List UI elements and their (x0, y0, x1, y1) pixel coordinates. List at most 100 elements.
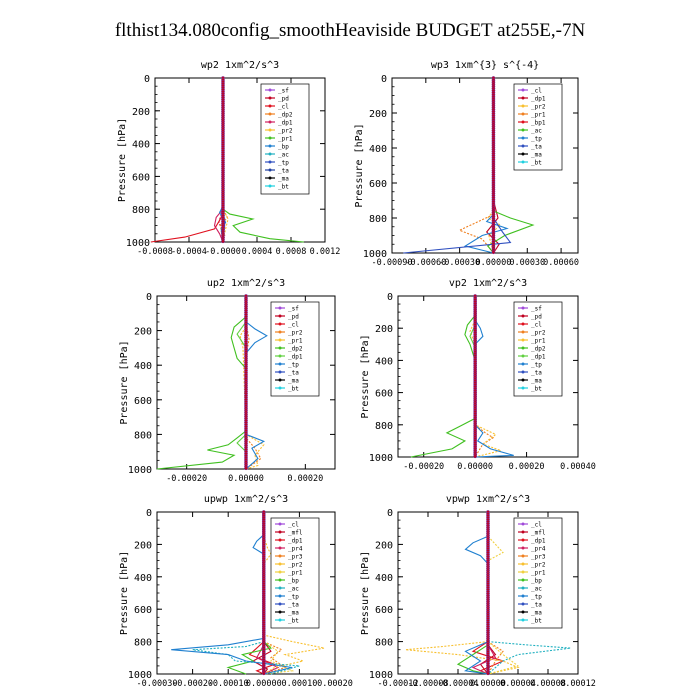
y-tick-label: 0 (381, 74, 387, 85)
profile-marker (221, 239, 225, 244)
y-tick-label: 1000 (126, 238, 150, 249)
x-tick-label: -0.0000 (205, 247, 241, 257)
legend-marker (268, 104, 272, 108)
y-tick-label: 600 (134, 605, 152, 616)
x-tick-label: -0.00020 (172, 679, 213, 689)
legend-label: _pr1 (278, 136, 293, 143)
legend-marker (521, 322, 525, 326)
x-tick-label: 0.00008 (530, 679, 566, 689)
x-tick-label: -0.00030 (439, 258, 480, 268)
legend-marker (521, 554, 525, 558)
series-line (263, 512, 295, 675)
legend-label: _ma (531, 378, 542, 385)
legend-marker (521, 546, 525, 550)
legend-label: _pr1 (531, 570, 546, 577)
legend-marker (521, 120, 525, 124)
profile-marker (473, 454, 477, 459)
legend-marker (521, 594, 525, 598)
y-tick-label: 800 (134, 430, 152, 441)
x-tick-label: 0.00000 (457, 462, 493, 472)
y-tick-label: 800 (132, 205, 150, 216)
legend-label: _dp1 (288, 538, 303, 545)
legend-marker (278, 538, 282, 542)
chart-panel-2: wp3 1xm^{3} s^{-4} Pressure [hPa] 0 200 400 6… (354, 60, 579, 268)
legend-marker (521, 618, 525, 622)
legend-label: _dp1 (531, 538, 546, 545)
legend-label: _dp2 (531, 346, 546, 353)
legend-marker (268, 152, 272, 156)
legend-label: _tp (531, 136, 542, 143)
chart-title: vp2 1xm^2/s^3 (449, 278, 527, 289)
legend-marker (268, 136, 272, 140)
legend-label: _pr2 (531, 330, 546, 337)
legend-marker (268, 176, 272, 180)
legend-label: _ac (531, 128, 542, 135)
legend-marker (521, 530, 525, 534)
legend-label: _pd (531, 314, 542, 321)
series-line (245, 296, 268, 470)
legend-marker (521, 152, 525, 156)
x-tick-label: 0.00060 (543, 258, 579, 268)
legend-label: _pr2 (288, 330, 303, 337)
legend-marker (521, 160, 525, 164)
legend-marker (278, 354, 282, 358)
y-axis-label: Pressure [hPa] (119, 340, 130, 424)
legend-label: _tp (531, 362, 542, 369)
legend-marker (278, 346, 282, 350)
chart-title: wp3 1xm^{3} s^{-4} (431, 60, 539, 71)
y-axis-label: Pressure [hPa] (119, 551, 130, 635)
legend-label: _pr2 (278, 128, 293, 135)
legend-marker (521, 586, 525, 590)
legend-marker (278, 554, 282, 558)
series-line (150, 78, 224, 243)
legend-marker (278, 314, 282, 318)
legend-label: _cl (531, 322, 542, 329)
y-tick-label: 200 (375, 324, 393, 335)
legend-label: _bp1 (531, 120, 546, 127)
legend-label: _pr1 (531, 338, 546, 345)
legend-marker (521, 610, 525, 614)
y-tick-label: 600 (369, 179, 387, 190)
legend-marker (278, 610, 282, 614)
x-tick-label: -0.00030 (137, 679, 178, 689)
legend-label: _sf (278, 88, 289, 95)
series-line (456, 512, 489, 675)
legend-label: _bt (531, 160, 542, 167)
series-line (474, 296, 514, 458)
y-axis-label: Pressure [hPa] (360, 551, 371, 635)
legend-label: _cl (531, 522, 542, 529)
legend-label: _ma (531, 152, 542, 159)
legend-marker (268, 112, 272, 116)
y-tick-label: 200 (132, 107, 150, 118)
legend-label: _ta (288, 602, 299, 609)
legend-label: _ac (288, 586, 299, 593)
legend-marker (278, 322, 282, 326)
y-tick-label: 1000 (128, 465, 152, 476)
legend-marker (521, 562, 525, 566)
y-tick-label: 200 (375, 540, 393, 551)
x-tick-label: 0.00010 (281, 679, 317, 689)
legend-marker (278, 586, 282, 590)
legend-label: _bp (288, 578, 299, 585)
legend-marker (278, 602, 282, 606)
legend-label: _pr4 (531, 546, 546, 553)
legend-marker (278, 338, 282, 342)
legend-marker (278, 378, 282, 382)
legend-label: _mfl (531, 530, 546, 537)
x-tick-label: -0.00090 (372, 258, 413, 268)
legend-label: _tp (278, 160, 289, 167)
y-tick-label: 400 (375, 573, 393, 584)
legend-marker (521, 386, 525, 390)
y-tick-label: 0 (146, 292, 152, 303)
legend-marker (278, 386, 282, 390)
profile-marker (261, 671, 266, 676)
x-tick-label: 0.00000 (470, 679, 506, 689)
legend-marker (268, 120, 272, 124)
x-tick-label: -0.00020 (166, 474, 207, 484)
legend-label: _sf (288, 306, 299, 313)
legend-marker (521, 602, 525, 606)
legend-marker (268, 88, 272, 92)
legend-marker (278, 370, 282, 374)
y-tick-label: 1000 (363, 249, 387, 260)
